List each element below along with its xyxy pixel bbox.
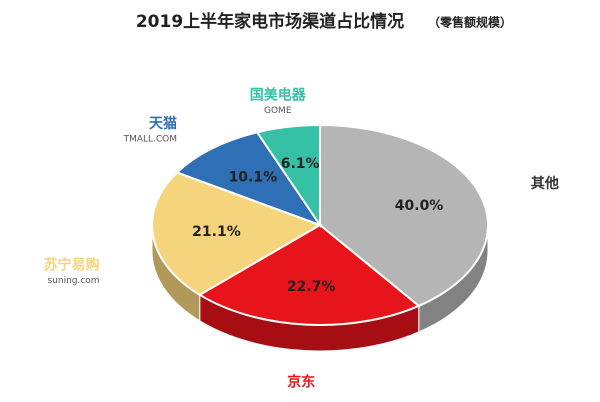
value-label: 40.0% [395,198,444,214]
category-label: 天猫 [149,115,177,132]
category-label: 京东 [287,374,315,391]
category-sublabel: suning.com [47,276,99,286]
value-label: 10.1% [229,170,278,186]
chart-title: 2019上半年家电市场渠道占比情况 [136,11,404,32]
slice [175,131,323,228]
slice [197,223,421,326]
value-label: 21.1% [192,224,241,240]
category-sublabel: GOME [264,106,292,116]
chart-subtitle: （零售额规模） [428,15,512,30]
slice [319,123,489,308]
value-label: 22.7% [287,279,336,295]
category-label: 苏宁易购 [44,256,100,273]
value-label: 6.1% [281,156,320,172]
category-label: 其他 [531,175,559,192]
slice [255,123,321,229]
category-label: 国美电器 [250,86,307,103]
category-sublabel: TMALL.COM [123,135,177,145]
slice [151,171,323,296]
